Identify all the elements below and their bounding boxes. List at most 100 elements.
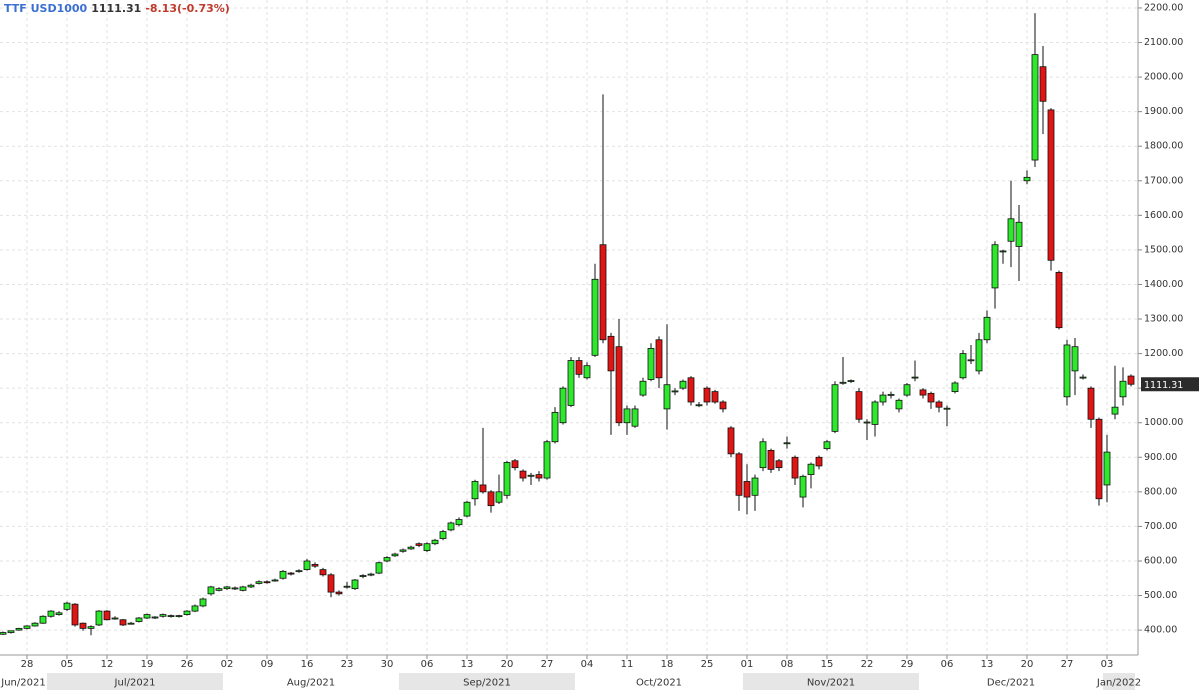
candle-body xyxy=(223,586,231,590)
candle-body xyxy=(599,244,607,341)
candle-body xyxy=(255,581,263,584)
candle-body xyxy=(367,573,375,576)
month-band xyxy=(743,673,919,690)
candle-body xyxy=(879,394,887,403)
candle-body xyxy=(215,588,223,591)
x-tick-label: 13 xyxy=(461,659,474,670)
candle-body xyxy=(751,477,759,496)
y-tick-label: 1900.00 xyxy=(1144,106,1183,117)
candle-body xyxy=(703,387,711,403)
candle-body xyxy=(1063,344,1071,398)
candle-body xyxy=(167,615,175,617)
x-tick-label: 06 xyxy=(941,659,954,670)
candle-body xyxy=(79,622,87,629)
last-price-tag xyxy=(1141,377,1199,392)
x-tick-label: 05 xyxy=(61,659,74,670)
candle-body xyxy=(951,382,959,393)
candle-body xyxy=(991,244,999,289)
candle-body xyxy=(31,622,39,627)
y-tick-label: 1600.00 xyxy=(1144,210,1183,221)
x-tick-label: 22 xyxy=(861,659,874,670)
candle-body xyxy=(919,389,927,396)
candle-body xyxy=(1047,109,1055,261)
candle-body xyxy=(927,392,935,403)
candle-body xyxy=(735,453,743,496)
month-band xyxy=(919,673,1103,690)
x-tick-label: 28 xyxy=(21,659,34,670)
candle-body xyxy=(1119,380,1127,398)
candle-body xyxy=(935,401,943,408)
candle-body xyxy=(55,612,63,615)
candle-body xyxy=(207,586,215,595)
candle-body xyxy=(527,474,535,477)
candle-body xyxy=(111,617,119,620)
candle-body xyxy=(615,346,623,424)
candle-body xyxy=(543,441,551,479)
x-tick-label: 27 xyxy=(1061,659,1074,670)
candle-body xyxy=(471,481,479,500)
candle-body xyxy=(655,339,663,379)
candle-body xyxy=(375,562,383,574)
candle-body xyxy=(303,560,311,571)
candle-body xyxy=(895,399,903,410)
x-tick-label: 13 xyxy=(981,659,994,670)
candle-body xyxy=(695,404,703,407)
y-tick-label: 400.00 xyxy=(1144,625,1177,636)
candle-body xyxy=(343,585,351,588)
last-price-label: 1111.31 xyxy=(1144,380,1183,391)
candle-body xyxy=(767,449,775,470)
x-tick-label: 15 xyxy=(821,659,834,670)
candle-body xyxy=(831,384,839,432)
candle-body xyxy=(319,569,327,576)
x-tick-label: 09 xyxy=(261,659,274,670)
candle-body xyxy=(727,427,735,455)
x-tick-label: 30 xyxy=(381,659,394,670)
candle-body xyxy=(335,591,343,595)
candle-body xyxy=(911,376,919,379)
candle-body xyxy=(775,460,783,469)
candle-body xyxy=(7,630,15,633)
candle-body xyxy=(159,614,167,617)
month-label: Jul/2021 xyxy=(114,678,156,689)
candle-body xyxy=(439,531,447,539)
candle-body xyxy=(447,522,455,531)
candle-body xyxy=(103,610,111,621)
x-tick-label: 11 xyxy=(621,659,634,670)
x-tick-label: 26 xyxy=(181,659,194,670)
y-tick-label: 1500.00 xyxy=(1144,244,1183,255)
candle-body xyxy=(591,278,599,356)
month-band xyxy=(575,673,743,690)
y-tick-label: 1700.00 xyxy=(1144,175,1183,186)
x-tick-label: 01 xyxy=(741,659,754,670)
candle-body xyxy=(607,335,615,372)
candle-body xyxy=(1111,406,1119,415)
month-label: Dec/2021 xyxy=(987,678,1035,689)
candle-body xyxy=(71,603,79,626)
y-tick-label: 500.00 xyxy=(1144,590,1177,601)
candle-body xyxy=(1103,451,1111,486)
candle-body xyxy=(1023,176,1031,182)
candle-body xyxy=(671,390,679,393)
candle-body xyxy=(519,470,527,479)
candle-body xyxy=(967,359,975,362)
x-tick-label: 12 xyxy=(101,659,114,670)
candle-body xyxy=(47,610,55,617)
month-band xyxy=(223,673,399,690)
candle-body xyxy=(551,411,559,443)
symbol: TTF USD1000 xyxy=(4,2,88,15)
y-tick-label: 900.00 xyxy=(1144,452,1177,463)
y-tick-label: 2100.00 xyxy=(1144,37,1183,48)
candle-body xyxy=(407,546,415,550)
candle-body xyxy=(151,616,159,619)
candle-body xyxy=(903,384,911,396)
x-tick-label: 16 xyxy=(301,659,314,670)
candle-body xyxy=(191,605,199,612)
month-band xyxy=(47,673,223,690)
x-tick-label: 03 xyxy=(1101,659,1114,670)
candle-body xyxy=(119,619,127,626)
month-label: Sep/2021 xyxy=(463,678,511,689)
candle-body xyxy=(975,339,983,372)
y-tick-label: 800.00 xyxy=(1144,486,1177,497)
candle-body xyxy=(415,543,423,546)
candle-body xyxy=(783,442,791,445)
